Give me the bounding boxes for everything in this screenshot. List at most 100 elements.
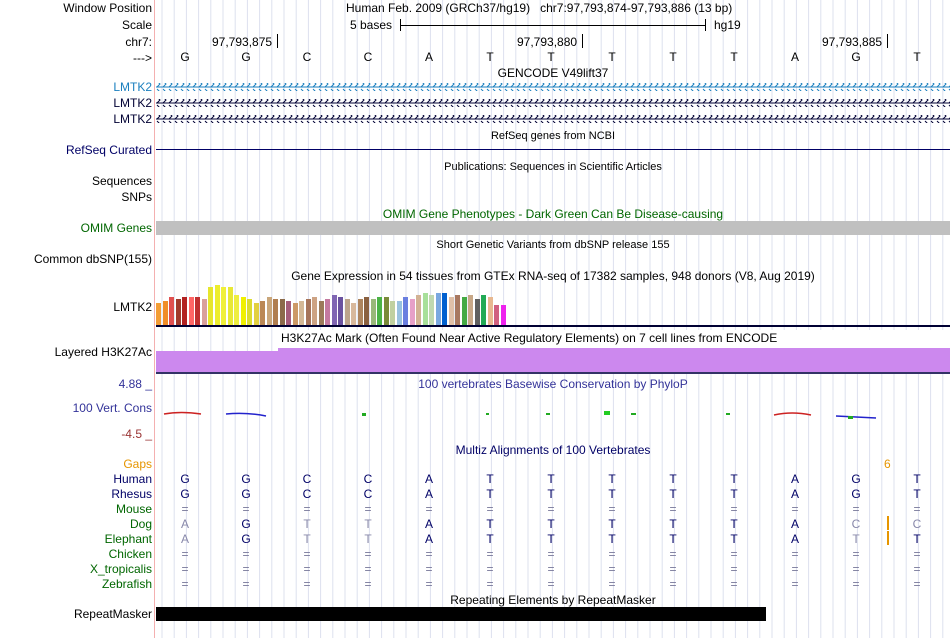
aligned-base: = [486,502,494,516]
species-label-elephant[interactable]: Elephant [104,532,152,546]
h3k27ac-label[interactable]: Layered H3K27Ac [54,345,152,359]
omim-bar[interactable] [156,221,950,235]
gtex-tissue-bar[interactable] [468,295,474,325]
gtex-tissue-bar[interactable] [305,299,311,325]
gtex-tissue-bar[interactable] [403,297,409,325]
publications-label[interactable]: Sequences [91,174,152,188]
gtex-tissue-bar[interactable] [435,293,441,325]
gencode-track-label-1[interactable]: LMTK2 [113,80,152,94]
gtex-tissue-bar[interactable] [266,297,272,325]
dbsnp-label[interactable]: Common dbSNP(155) [33,252,152,266]
gtex-tissue-bar[interactable] [448,297,454,325]
gtex-tissue-bar[interactable] [201,299,207,325]
repeatmasker-label[interactable]: RepeatMasker [73,607,152,621]
gtex-bar-chart[interactable] [156,284,950,326]
gtex-tissue-bar[interactable] [208,287,214,325]
gtex-tissue-bar[interactable] [325,299,331,325]
gtex-tissue-bar[interactable] [299,301,305,325]
gencode-track-label-3[interactable]: LMTK2 [113,112,152,126]
gtex-tissue-bar[interactable] [429,295,435,325]
gtex-tissue-bar[interactable] [487,297,493,325]
gtex-tissue-bar[interactable] [175,299,181,325]
gtex-tissue-bar[interactable] [182,297,188,325]
gtex-tissue-bar[interactable] [221,287,227,325]
h3k27ac-signal[interactable] [278,348,950,372]
gtex-tissue-bar[interactable] [500,305,506,325]
gtex-tissue-bar[interactable] [364,297,370,325]
gtex-tissue-bar[interactable] [292,303,298,325]
gtex-tissue-bar[interactable] [396,301,402,325]
aligned-base: T [486,517,494,531]
gtex-tissue-bar[interactable] [416,295,422,325]
omim-label[interactable]: OMIM Genes [80,221,152,235]
gtex-tissue-bar[interactable] [383,297,389,325]
species-label-human[interactable]: Human [113,472,152,486]
gtex-tissue-bar[interactable] [286,301,292,325]
aligned-base: = [730,577,738,591]
aligned-base: T [730,532,738,546]
gtex-tissue-bar[interactable] [312,297,318,325]
aligned-base: T [547,487,555,501]
gtex-tissue-bar[interactable] [279,299,285,325]
gtex-tissue-bar[interactable] [247,299,253,325]
gtex-tissue-bar[interactable] [338,297,344,325]
refseq-line[interactable] [156,149,950,150]
gtex-tissue-bar[interactable] [331,295,337,325]
species-label-x_tropicalis[interactable]: X_tropicalis [89,562,152,576]
gtex-tissue-bar[interactable] [422,293,428,325]
species-label-rhesus[interactable]: Rhesus [111,487,152,501]
aligned-base: G [851,472,861,486]
gencode-transcripts[interactable] [156,80,950,128]
phylop-signal[interactable] [156,406,950,424]
aligned-base: T [730,472,738,486]
gtex-tissue-bar[interactable] [370,299,376,325]
gtex-tissue-bar[interactable] [409,299,415,325]
aligned-base: = [425,577,433,591]
aligned-base: T [730,517,738,531]
aligned-base: T [669,517,677,531]
gtex-tissue-bar[interactable] [260,301,266,325]
aligned-base: = [608,502,616,516]
gtex-tissue-bar[interactable] [253,303,259,325]
gtex-label[interactable]: LMTK2 [113,300,152,314]
gtex-tissue-bar[interactable] [162,301,168,325]
gencode-track-label-2[interactable]: LMTK2 [113,96,152,110]
aligned-base: = [730,547,738,561]
species-label-chicken[interactable]: Chicken [108,547,152,561]
gtex-tissue-bar[interactable] [234,295,240,325]
gtex-tissue-bar[interactable] [455,295,461,325]
gtex-tissue-bar[interactable] [494,305,500,325]
aligned-base: C [363,487,373,501]
species-label-zebrafish[interactable]: Zebrafish [101,577,152,591]
gtex-tissue-bar[interactable] [390,301,396,325]
repeatmasker-element[interactable] [156,607,766,621]
gtex-tissue-bar[interactable] [344,299,350,325]
gtex-tissue-bar[interactable] [273,299,279,325]
gtex-tissue-bar[interactable] [169,297,175,325]
aligned-base: = [303,577,311,591]
aligned-base: = [425,547,433,561]
gtex-tissue-bar[interactable] [474,299,480,325]
aligned-base: = [181,562,189,576]
gap-count: 6 [884,457,891,471]
species-label-dog[interactable]: Dog [129,517,152,531]
refseq-label[interactable]: RefSeq Curated [65,143,152,157]
gtex-tissue-bar[interactable] [351,303,357,325]
gtex-tissue-bar[interactable] [214,285,220,325]
gtex-tissue-bar[interactable] [461,297,467,325]
gtex-tissue-bar[interactable] [195,297,201,325]
conservation-label[interactable]: 100 Vert. Cons [72,401,152,415]
aligned-base: = [669,502,677,516]
gtex-tissue-bar[interactable] [240,297,246,325]
species-label-mouse[interactable]: Mouse [115,502,152,516]
gtex-tissue-bar[interactable] [318,301,324,325]
gtex-tissue-bar[interactable] [357,299,363,325]
gtex-tissue-bar[interactable] [156,303,162,325]
gtex-tissue-bar[interactable] [481,295,487,325]
gtex-tissue-bar[interactable] [227,287,233,325]
gtex-tissue-bar[interactable] [377,297,383,325]
h3k27ac-signal-left[interactable] [156,351,278,372]
gtex-tissue-bar[interactable] [442,293,448,325]
gtex-tissue-bar[interactable] [188,297,194,325]
snps-label[interactable]: SNPs [121,190,152,204]
